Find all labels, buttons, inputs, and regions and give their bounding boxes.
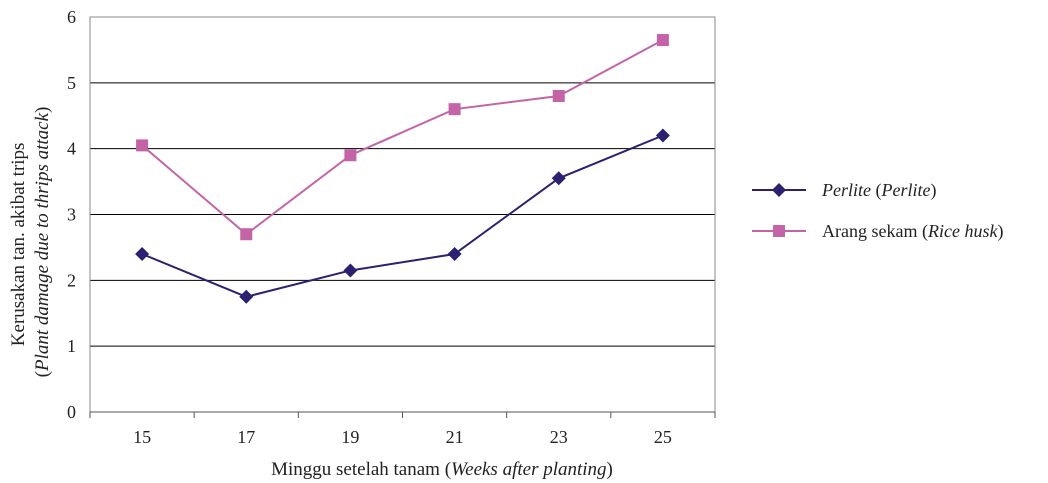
legend-label-arang-sekam-open: ( bbox=[917, 221, 928, 242]
series-perlite bbox=[135, 128, 670, 304]
x-tick-label-19: 19 bbox=[341, 427, 359, 447]
y-axis-title-line2-text: Plant damage due to thrips attack bbox=[32, 112, 53, 372]
y-tick-label-6: 6 bbox=[67, 7, 76, 27]
legend-marker-arang-sekam bbox=[773, 225, 785, 237]
series-line-perlite bbox=[141, 134, 664, 298]
data-point-arang-sekam-23 bbox=[552, 90, 565, 102]
y-axis-title-line2: (Plant damage due to thrips attack) bbox=[32, 107, 53, 378]
x-tick-label-23: 23 bbox=[550, 427, 568, 447]
y-axis-title: Kerusakan tan. akibat trips (Plant damag… bbox=[8, 107, 53, 378]
y-tick-label-4: 4 bbox=[67, 139, 76, 159]
data-point-arang-sekam-25 bbox=[656, 34, 669, 47]
x-axis-title: Minggu setelah tanam (Weeks after planti… bbox=[271, 459, 613, 480]
legend-label-perlite-open: ( bbox=[871, 180, 882, 201]
legend-label-perlite-main: Perlite bbox=[821, 180, 871, 200]
gridlines bbox=[90, 82, 715, 347]
series-layer bbox=[135, 34, 670, 304]
data-point-perlite-19 bbox=[343, 263, 358, 278]
legend-label-arang-sekam-close: ) bbox=[997, 221, 1003, 242]
y-tick-label-5: 5 bbox=[67, 73, 76, 93]
data-point-arang-sekam-17 bbox=[240, 228, 253, 241]
y-axis-title-paren-close: ) bbox=[32, 107, 53, 113]
axes bbox=[89, 411, 716, 418]
legend-label-perlite-close: ) bbox=[930, 180, 936, 201]
y-tick-label-1: 1 bbox=[67, 336, 76, 356]
legend-item-perlite: Perlite (Perlite) bbox=[752, 180, 936, 201]
series-arang-sekam bbox=[136, 34, 669, 241]
x-tick-label-15: 15 bbox=[133, 427, 151, 447]
x-tick-label-25: 25 bbox=[654, 427, 672, 447]
data-point-perlite-25 bbox=[655, 128, 670, 143]
x-tick-labels: 15 17 19 21 23 25 bbox=[133, 427, 672, 447]
data-point-perlite-17 bbox=[239, 289, 254, 304]
legend-label-perlite: Perlite (Perlite) bbox=[821, 180, 936, 201]
y-axis-title-line1: Kerusakan tan. akibat trips bbox=[8, 143, 29, 347]
data-point-perlite-15 bbox=[135, 247, 150, 261]
data-point-arang-sekam-19 bbox=[344, 149, 357, 162]
x-tick-label-21: 21 bbox=[446, 427, 464, 447]
x-axis-title-paren-close: ) bbox=[607, 459, 613, 480]
y-axis-title-paren-open: ( bbox=[32, 371, 53, 377]
legend-label-arang-sekam-main: Arang sekam bbox=[822, 221, 917, 241]
series-line-arang-sekam bbox=[141, 39, 664, 236]
legend: Perlite (Perlite) Arang sekam (Rice husk… bbox=[752, 180, 1003, 242]
y-tick-labels: 0 1 2 3 4 5 6 bbox=[67, 7, 76, 422]
data-point-arang-sekam-21 bbox=[448, 103, 461, 116]
legend-label-perlite-paren: Perlite bbox=[880, 180, 930, 200]
legend-item-arang-sekam: Arang sekam (Rice husk) bbox=[752, 221, 1003, 242]
x-axis-title-paren-text: Weeks after planting bbox=[451, 459, 607, 480]
y-tick-label-3: 3 bbox=[67, 205, 76, 225]
data-point-perlite-23 bbox=[551, 171, 566, 186]
legend-marker-perlite bbox=[772, 183, 786, 197]
x-axis-title-main: Minggu setelah tanam bbox=[271, 459, 440, 480]
x-axis-title-paren-open: ( bbox=[440, 459, 451, 480]
y-tick-label-2: 2 bbox=[67, 270, 76, 290]
data-point-arang-sekam-15 bbox=[136, 139, 149, 152]
legend-label-arang-sekam-paren: Rice husk bbox=[927, 221, 998, 241]
data-point-perlite-21 bbox=[447, 247, 462, 261]
x-tick-label-17: 17 bbox=[237, 427, 255, 447]
legend-label-arang-sekam: Arang sekam (Rice husk) bbox=[822, 221, 1003, 242]
y-tick-label-0: 0 bbox=[67, 402, 76, 422]
